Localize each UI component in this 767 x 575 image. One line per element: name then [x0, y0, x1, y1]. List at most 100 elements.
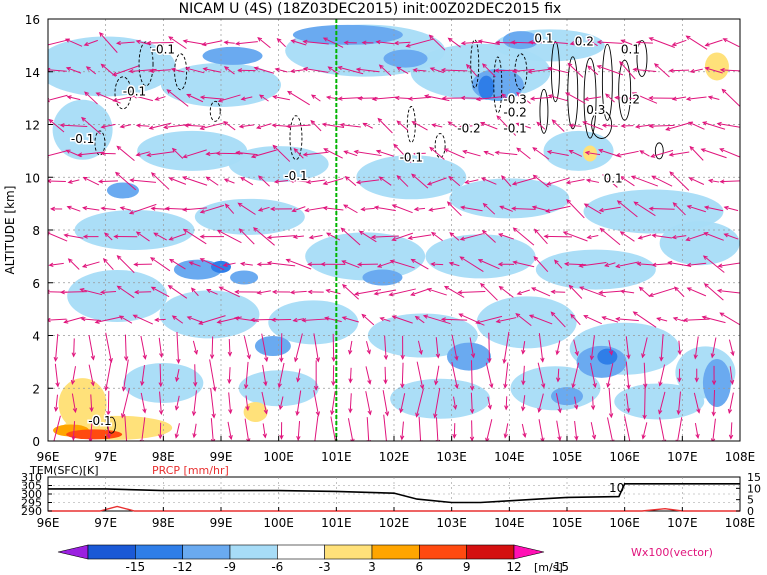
- wind-vector: [358, 230, 377, 243]
- vector-head: [264, 357, 269, 363]
- vector-shaft: [227, 421, 232, 440]
- vector-shaft: [245, 361, 249, 389]
- wind-vector: [483, 150, 495, 156]
- wind-vector: [443, 148, 465, 159]
- vector-head: [250, 154, 256, 159]
- wind-vector: [250, 149, 277, 159]
- vector-head: [469, 385, 475, 391]
- vector-head: [271, 123, 277, 128]
- x-tick-label: 96E: [37, 450, 60, 464]
- colorbar-unit: [m/s]: [534, 561, 563, 574]
- wind-vector: [373, 289, 397, 296]
- vector-head: [723, 233, 729, 238]
- wind-vector: [410, 258, 429, 270]
- wind-vector: [719, 312, 740, 326]
- vector-shaft: [261, 333, 268, 362]
- wind-vector: [653, 63, 670, 78]
- wind-vector: [376, 261, 393, 268]
- vector-head: [563, 261, 569, 267]
- vector-shaft: [704, 206, 724, 212]
- y-tick-label: 6: [32, 277, 40, 291]
- wind-vector: [464, 179, 479, 185]
- vector-shaft: [605, 93, 615, 103]
- vector-shaft: [729, 366, 734, 384]
- wind-vector: [487, 332, 492, 364]
- x-tick-label: 100E: [263, 450, 294, 464]
- vector-shaft: [141, 365, 145, 386]
- surface-x-tick-label: 108E: [725, 516, 756, 530]
- wind-vector: [83, 39, 98, 47]
- vector-head: [682, 317, 688, 323]
- wind-vector: [482, 202, 496, 215]
- colorbar-tick-label: -15: [126, 560, 146, 574]
- vector-head: [503, 433, 508, 439]
- wind-vector: [440, 67, 468, 73]
- contour-negative: [434, 133, 446, 159]
- vector-shaft: [314, 415, 319, 441]
- wind-vector: [515, 122, 532, 129]
- y-tick-label: 4: [32, 330, 40, 344]
- vector-head: [322, 205, 328, 211]
- wind-vector: [175, 368, 180, 383]
- vector-shaft: [48, 180, 66, 182]
- vector-head: [366, 349, 371, 355]
- vector-head: [114, 171, 120, 177]
- vector-head: [59, 290, 65, 295]
- vector-head: [521, 380, 526, 386]
- vector-shaft: [458, 290, 486, 293]
- vector-shaft: [441, 318, 468, 321]
- vector-head: [100, 151, 106, 156]
- contour-label: 0.2: [621, 92, 640, 106]
- surface-x-tick-label: 102E: [379, 516, 410, 530]
- vector-head: [257, 207, 264, 212]
- vector-shaft: [359, 230, 377, 243]
- vector-shaft: [572, 362, 580, 388]
- surface-x-tick-label: 101E: [321, 516, 352, 530]
- vector-shaft: [659, 364, 666, 386]
- vector-head: [361, 40, 367, 45]
- wind-vector: [598, 290, 622, 295]
- vector-head: [686, 204, 692, 210]
- vector-head: [634, 124, 641, 129]
- vector-head: [394, 95, 400, 101]
- wind-vector: [224, 203, 235, 214]
- vector-shaft: [441, 69, 468, 72]
- vector-head: [81, 116, 86, 122]
- vector-shaft: [631, 175, 659, 187]
- wind-vector: [555, 393, 562, 414]
- vector-shaft: [377, 261, 393, 268]
- vector-head: [245, 406, 250, 412]
- wind-vector: [521, 423, 527, 439]
- vector-head: [50, 206, 56, 212]
- vector-shaft: [569, 150, 583, 157]
- vector-head: [358, 230, 364, 236]
- vector-head: [665, 126, 671, 131]
- vector-head: [503, 383, 508, 389]
- vector-head: [133, 289, 139, 295]
- wind-vector: [272, 94, 290, 101]
- vector-head: [687, 121, 694, 126]
- vector-head: [140, 381, 145, 387]
- vector-shaft: [717, 123, 740, 128]
- vector-shaft: [498, 233, 514, 240]
- vector-head: [391, 204, 397, 209]
- vector-head: [307, 262, 313, 267]
- vector-shaft: [267, 235, 296, 239]
- vector-shaft: [588, 39, 598, 47]
- vector-head: [452, 404, 458, 411]
- vector-head: [135, 231, 141, 236]
- vector-head: [102, 258, 108, 263]
- vector-shaft: [48, 69, 67, 72]
- vector-head: [701, 315, 707, 320]
- vector-shaft: [338, 66, 364, 75]
- vector-shaft: [602, 124, 618, 127]
- vector-shaft: [95, 316, 122, 323]
- vector-shaft: [185, 67, 205, 74]
- vector-head: [301, 318, 307, 323]
- y-tick-label: 2: [32, 382, 40, 396]
- vector-head: [348, 378, 353, 384]
- vector-shaft: [71, 393, 77, 413]
- vector-head: [123, 356, 129, 362]
- vector-head: [104, 386, 109, 392]
- vector-label: Wx100(vector): [631, 546, 713, 559]
